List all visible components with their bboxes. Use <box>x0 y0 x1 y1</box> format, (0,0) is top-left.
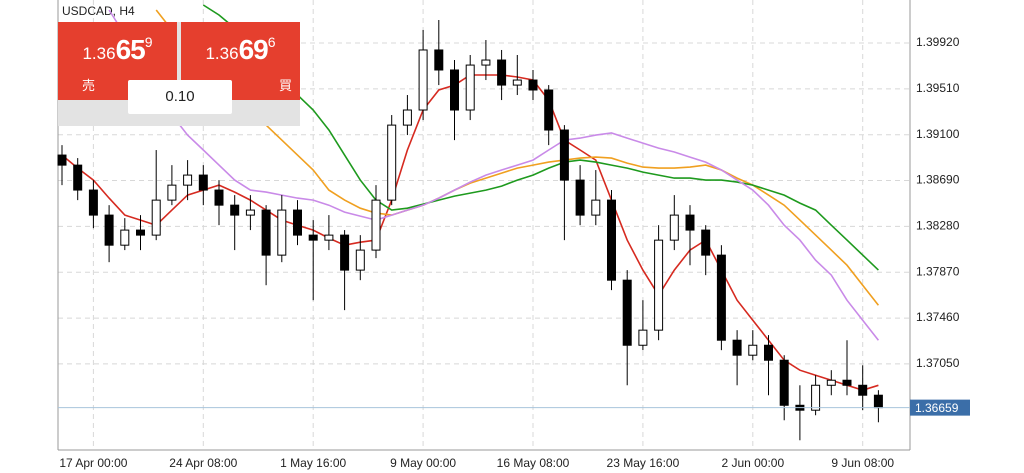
candle-body <box>858 384 868 396</box>
buy-price: 1.36696 <box>181 34 300 66</box>
candle-body <box>842 379 852 386</box>
candle-body <box>151 199 161 236</box>
candle-body <box>73 164 83 191</box>
candle-body <box>245 209 255 216</box>
candle-body <box>732 339 742 356</box>
candle-body <box>465 64 475 111</box>
candle-body <box>544 89 554 131</box>
ma-line <box>155 9 880 306</box>
sell-button[interactable]: 1.36659 売 <box>58 22 177 100</box>
candle-body <box>497 59 507 86</box>
price-fraction: 9 <box>144 34 153 50</box>
current-price-box <box>910 399 970 416</box>
candle-body <box>434 49 444 71</box>
y-tick-label: 1.37870 <box>916 264 960 278</box>
candle-body <box>654 239 664 331</box>
candle-body <box>779 359 789 406</box>
candle-body <box>512 79 522 86</box>
candle-body <box>669 214 679 241</box>
candle-body <box>183 174 193 186</box>
candle-body <box>308 234 318 241</box>
candle-body <box>528 79 538 91</box>
x-tick-label: 9 May 00:00 <box>390 456 456 470</box>
candle-body <box>764 344 773 361</box>
candle-body <box>277 209 287 256</box>
candle-body <box>57 154 67 166</box>
y-tick-label: 1.37050 <box>916 356 960 370</box>
candle-body <box>685 214 695 231</box>
y-tick-label: 1.38690 <box>916 173 960 187</box>
candle-body <box>198 174 208 191</box>
candle-body <box>340 234 350 271</box>
candle-body <box>104 214 114 246</box>
volume-input[interactable]: 0.10 <box>128 80 232 114</box>
candle-body <box>136 229 145 236</box>
x-tick-label: 9 Jun 08:00 <box>831 456 894 470</box>
candle-body <box>120 229 130 246</box>
candle-body <box>559 129 569 181</box>
candle-body <box>261 209 271 256</box>
x-tick-label: 16 May 08:00 <box>497 456 570 470</box>
x-tick-label: 24 Apr 08:00 <box>169 456 237 470</box>
ma-line <box>202 4 879 271</box>
current-price-label: 1.36659 <box>915 401 959 415</box>
candle-body <box>167 184 177 201</box>
y-tick-label: 1.39510 <box>916 81 960 95</box>
x-tick-label: 2 Jun 00:00 <box>721 456 784 470</box>
sell-label: 売 <box>82 78 96 93</box>
candle-body <box>607 199 616 281</box>
candle-body <box>826 379 836 386</box>
candle-body <box>88 189 98 216</box>
price-prefix: 1.36 <box>82 44 116 63</box>
candle-body <box>418 49 428 111</box>
trade-panel: 1.36659 売 1.36696 買 0.10 <box>58 22 300 126</box>
y-tick-label: 1.38280 <box>916 219 960 233</box>
y-tick-label: 1.37460 <box>916 310 960 324</box>
candle-body <box>402 109 412 126</box>
candle-body <box>355 249 365 271</box>
sell-price: 1.36659 <box>58 34 177 66</box>
price-fraction: 6 <box>267 34 276 50</box>
candle-body <box>701 229 711 256</box>
y-tick-label: 1.39100 <box>916 127 960 141</box>
candle-body <box>638 329 648 346</box>
candle-body <box>873 394 883 409</box>
price-prefix: 1.36 <box>205 44 239 63</box>
candle-body <box>591 199 601 216</box>
candle-body <box>371 199 381 251</box>
candle-body <box>230 204 240 216</box>
candle-body <box>214 189 224 206</box>
candle-body <box>387 124 397 201</box>
candle-body <box>450 69 459 111</box>
price-pips: 65 <box>115 34 146 65</box>
chart-title: USDCAD, H4 <box>62 4 135 18</box>
y-tick-label: 1.39920 <box>916 35 960 49</box>
x-tick-label: 23 May 16:00 <box>607 456 680 470</box>
candle-body <box>324 234 334 241</box>
candle-body <box>481 59 491 66</box>
ma-line <box>108 9 880 341</box>
candle-body <box>293 209 302 236</box>
price-pips: 69 <box>238 34 269 65</box>
candle-body <box>575 179 585 216</box>
candle-body <box>716 254 726 341</box>
x-tick-label: 17 Apr 00:00 <box>59 456 127 470</box>
buy-label: 買 <box>278 78 292 93</box>
x-tick-label: 1 May 16:00 <box>280 456 346 470</box>
candle-body <box>748 344 758 356</box>
candle-body <box>811 384 821 411</box>
candle-body <box>622 279 632 346</box>
